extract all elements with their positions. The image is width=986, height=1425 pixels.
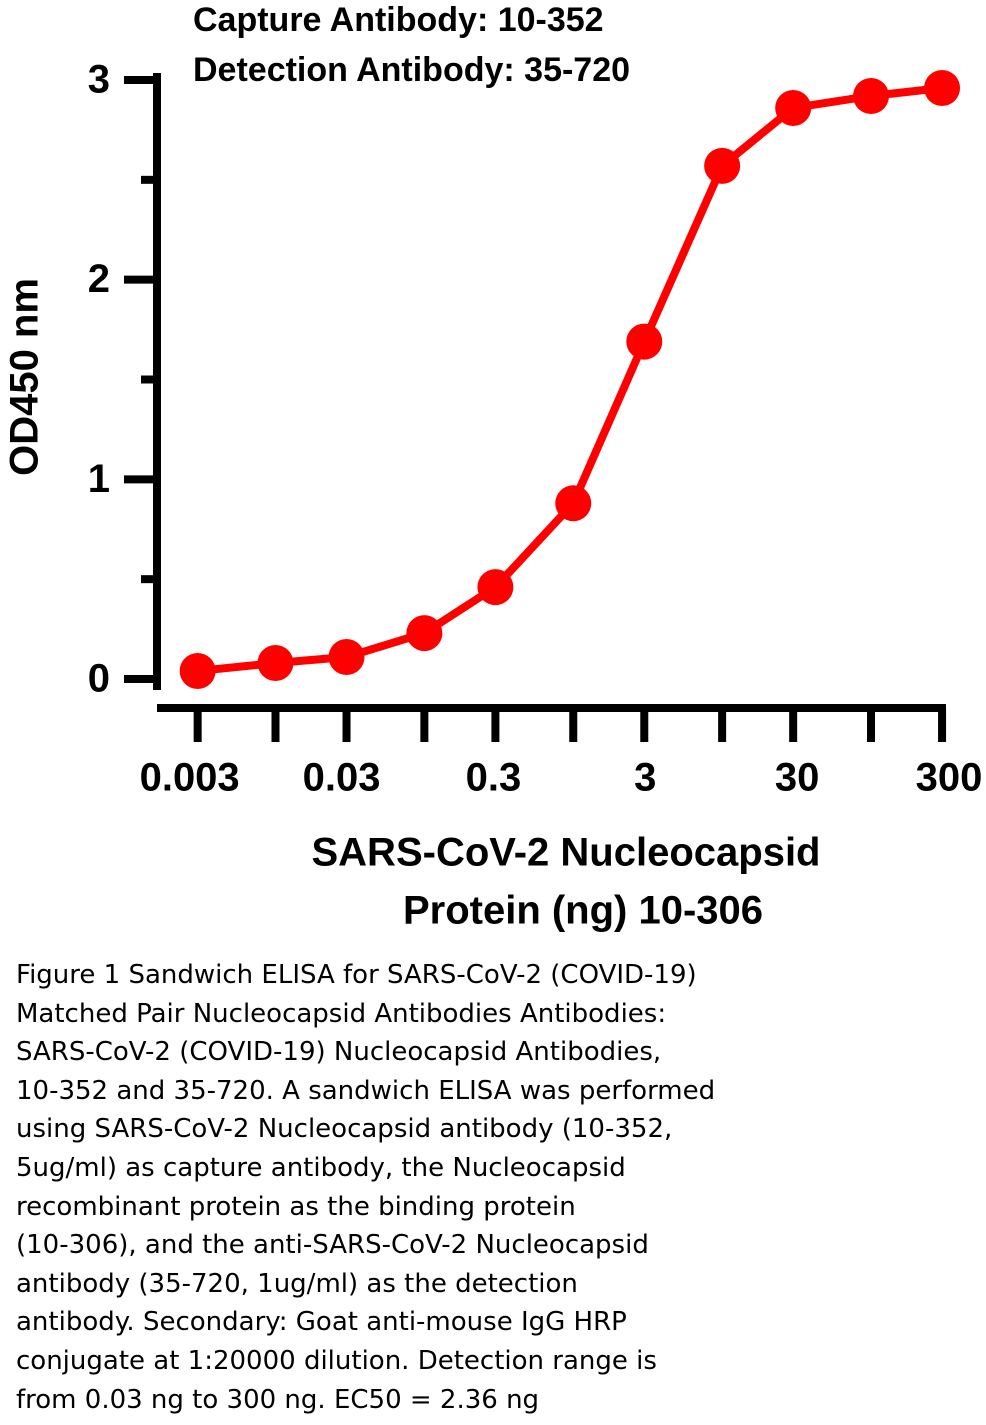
x-tick-label: 30	[775, 756, 820, 800]
caption-line: (10-306), and the anti-SARS-CoV-2 Nucleo…	[16, 1230, 649, 1261]
caption: Figure 1 Sandwich ELISA for SARS-CoV-2 (…	[16, 956, 976, 1419]
data-point	[626, 323, 663, 360]
caption-line: antibody. Secondary: Goat anti-mouse IgG…	[16, 1307, 627, 1338]
data-point	[555, 485, 592, 522]
caption-line: 10-352 and 35-720. A sandwich ELISA was …	[16, 1075, 716, 1106]
data-point	[179, 653, 216, 690]
caption-line: 5ug/ml) as capture antibody, the Nucleoc…	[16, 1152, 626, 1183]
data-point	[853, 77, 890, 114]
chart-title: Detection Antibody: 35-720	[193, 51, 630, 89]
data-point	[704, 147, 741, 184]
data-point	[775, 89, 812, 126]
y-tick-label: 2	[88, 257, 110, 301]
x-tick-label: 0.003	[140, 756, 240, 800]
y-tick-label: 1	[88, 457, 110, 501]
caption-line: antibody (35-720, 1ug/ml) as the detecti…	[16, 1268, 578, 1299]
y-axis-label: OD450 nm	[3, 278, 47, 476]
caption-line: Matched Pair Nucleocapsid Antibodies Ant…	[16, 998, 667, 1029]
caption-line: SARS-CoV-2 (COVID-19) Nucleocapsid Antib…	[16, 1037, 662, 1068]
chart-title: Capture Antibody: 10-352	[193, 1, 604, 39]
x-tick-label: 300	[916, 756, 983, 800]
data-line	[197, 84, 943, 675]
y-tick-label: 0	[88, 657, 110, 701]
data-point	[257, 645, 294, 682]
x-axis-label: Protein (ng) 10-306	[403, 889, 763, 933]
data-point	[406, 615, 443, 652]
chart: Capture Antibody: 10-352 Detection Antib…	[3, 1, 983, 933]
caption-line: conjugate at 1:20000 dilution. Detection…	[16, 1345, 657, 1376]
caption-line: Figure 1 Sandwich ELISA for SARS-CoV-2 (…	[16, 960, 697, 990]
x-axis-label: SARS-CoV-2 Nucleocapsid	[311, 831, 820, 875]
x-tick-label: 3	[634, 756, 656, 800]
caption-line: from 0.03 ng to 300 ng. EC50 = 2.36 ng	[16, 1384, 540, 1415]
data-point	[477, 569, 514, 606]
data-point	[328, 639, 365, 676]
x-tick-label: 0.03	[303, 756, 381, 800]
x-tick-label: 0.3	[466, 756, 522, 800]
data-point	[924, 69, 961, 106]
y-tick-label: 3	[88, 58, 110, 102]
caption-line: using SARS-CoV-2 Nucleocapsid antibody (…	[16, 1114, 673, 1145]
caption-line: recombinant protein as the binding prote…	[16, 1191, 576, 1222]
